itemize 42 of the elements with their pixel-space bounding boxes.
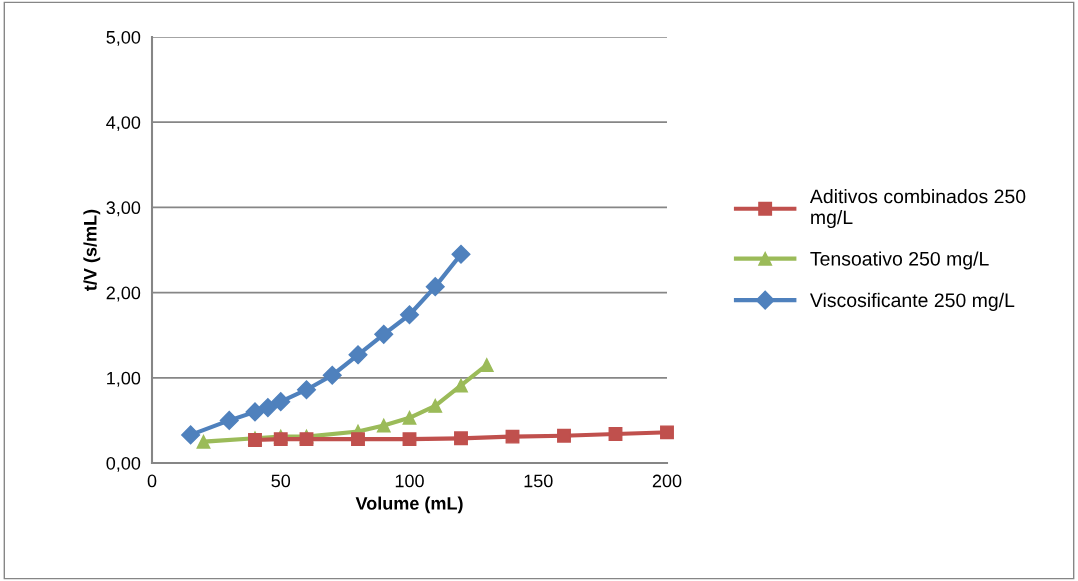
point: [322, 365, 342, 385]
x-axis-title: Volume (mL): [355, 496, 463, 514]
point: [271, 392, 291, 412]
point: [219, 410, 239, 430]
y-axis-title: t/V (s/mL): [83, 209, 101, 291]
y-tick-label: 1,00: [107, 371, 141, 387]
point: [296, 380, 317, 400]
point: [374, 324, 394, 344]
point: [399, 305, 420, 325]
point: [454, 378, 468, 393]
point: [454, 431, 468, 446]
point: [451, 244, 471, 264]
y-tick-label: 3,00: [106, 201, 141, 217]
point: [376, 418, 391, 433]
point: [348, 345, 368, 365]
point: [428, 398, 443, 413]
y-tick-label: 5,00: [106, 30, 141, 46]
legend-label: Aditivos combinados 250 mg/L: [809, 189, 1026, 229]
point: [351, 432, 365, 447]
point: [402, 432, 417, 447]
point: [608, 427, 623, 441]
x-tick-label: 0: [147, 474, 157, 488]
y-tick-label: 0,00: [106, 456, 141, 472]
point: [273, 432, 288, 447]
point: [660, 425, 674, 440]
point: [258, 398, 278, 418]
point: [425, 277, 445, 297]
x-tick-label: 200: [652, 474, 682, 488]
legend-label: Viscosificante 250 mg/L: [809, 292, 1015, 311]
y-tick-label: 2,00: [106, 286, 141, 302]
x-tick-label: 150: [524, 474, 553, 488]
point: [557, 428, 571, 443]
y-tick-label: 4,00: [106, 116, 141, 132]
x-tick-label: 100: [395, 474, 424, 488]
point: [479, 358, 494, 372]
x-tick-label: 50: [271, 474, 291, 488]
point: [196, 434, 211, 449]
legend-label: Tensoativo 250 mg/L: [810, 251, 989, 270]
point: [505, 429, 520, 444]
point: [299, 432, 314, 447]
point: [402, 410, 417, 425]
point: [181, 425, 201, 445]
